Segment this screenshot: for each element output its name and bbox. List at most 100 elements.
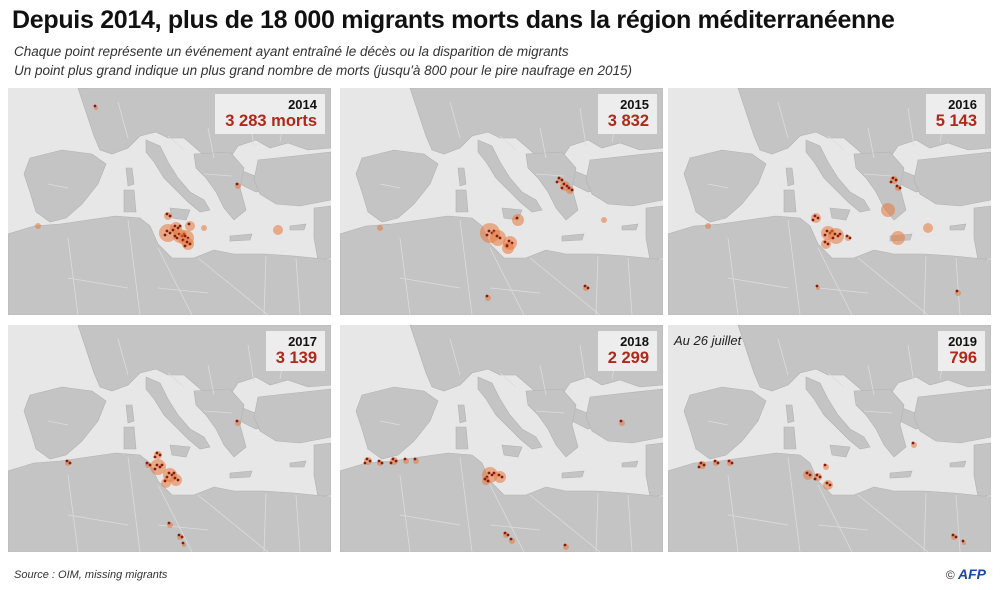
country-border <box>379 183 401 189</box>
map-panel-2018: 2018 2 299 <box>340 325 663 552</box>
land-shape <box>355 149 439 223</box>
country-border <box>459 219 473 315</box>
incident-dot-core <box>727 459 731 463</box>
incident-dot-core <box>487 471 491 475</box>
country-border <box>207 127 215 159</box>
land-shape <box>455 404 469 450</box>
incident-dot <box>201 225 207 231</box>
country-border <box>867 127 875 159</box>
land-shape <box>193 151 247 221</box>
land-shape <box>313 205 331 261</box>
land-shape <box>229 223 307 242</box>
incident-dot-core <box>490 473 494 477</box>
land-shape <box>145 139 211 213</box>
country-border <box>67 514 129 526</box>
incident-dot-core <box>487 229 491 233</box>
subtitle-line-2: Un point plus grand indique un plus gran… <box>14 63 632 78</box>
incident-dot-core <box>500 475 504 479</box>
country-border <box>449 101 461 139</box>
incident-dot <box>150 459 166 475</box>
incident-dot-core <box>163 233 167 237</box>
incident-dot-core <box>188 242 192 246</box>
source-note: Source : OIM, missing migrants <box>14 569 168 581</box>
country-border <box>827 135 845 151</box>
incident-dot-core <box>828 483 832 487</box>
year-badge: 2019 796 <box>938 331 985 371</box>
incident-dot-core <box>697 465 701 469</box>
incident-dot <box>828 228 844 244</box>
incident-dot-core <box>555 180 559 184</box>
land-shape <box>783 167 797 213</box>
incident-dot-core <box>811 218 815 222</box>
land-shape <box>169 207 191 221</box>
incident-dot-core <box>818 475 822 479</box>
incident-dot <box>803 470 813 480</box>
incident-dot-core <box>391 457 395 461</box>
country-border <box>67 237 79 315</box>
incident-dot-core <box>485 294 489 298</box>
incident-dot-core <box>515 216 519 220</box>
incident-dot-core <box>894 178 898 182</box>
country-border <box>489 287 541 294</box>
incident-dot-core <box>183 234 187 238</box>
land-shape <box>340 452 663 552</box>
incident-dot <box>923 223 933 233</box>
incident-dot-core <box>891 176 895 180</box>
incident-dot-core <box>567 186 571 190</box>
incident-dot-core <box>563 543 567 547</box>
country-border <box>203 410 233 414</box>
land-shape <box>340 215 663 315</box>
country-border <box>157 524 209 531</box>
incident-dot <box>811 213 821 223</box>
incident-dot <box>502 242 514 254</box>
mediterranean-map <box>8 325 331 552</box>
incident-dot-core <box>961 539 965 543</box>
country-border <box>47 420 69 426</box>
incident-dot-core <box>702 463 706 467</box>
land-shape <box>477 376 543 450</box>
incident-dot-core <box>565 184 569 188</box>
country-border <box>535 410 565 414</box>
incident-dot-core <box>503 531 507 535</box>
country-border <box>197 257 269 315</box>
incident-dot-core <box>158 453 162 457</box>
incident-dot-core <box>951 533 955 537</box>
incident-dot-core <box>380 461 384 465</box>
incident-dot-core <box>498 236 502 240</box>
incident-dot-core <box>165 229 169 233</box>
incident-dot-core <box>831 236 835 240</box>
land-shape <box>585 388 663 444</box>
incident-dot-core <box>173 476 177 480</box>
land-shape <box>561 223 639 242</box>
land-shape <box>145 376 211 450</box>
incident-dot-core <box>145 461 149 465</box>
country-border <box>499 372 517 388</box>
incident-dot <box>170 222 182 234</box>
incident-dot-core <box>173 234 177 238</box>
country-border <box>399 277 461 289</box>
map-panel-2014: 2014 3 283 morts <box>8 88 331 315</box>
country-border <box>399 474 411 552</box>
land-shape <box>645 205 663 261</box>
country-border <box>47 183 69 189</box>
incident-dot-core <box>838 232 842 236</box>
incident-dot-core <box>507 239 511 243</box>
incident-dot-core <box>176 478 180 482</box>
year-badge: 2018 2 299 <box>597 331 657 371</box>
incident-dot-core <box>557 176 561 180</box>
incident-dot-core <box>560 186 564 190</box>
country-border <box>295 257 301 315</box>
country-border <box>67 474 79 552</box>
incident-dot-core <box>836 234 840 238</box>
country-border <box>67 277 129 289</box>
year-badge: 2016 5 143 <box>925 94 985 134</box>
incident-dot-core <box>497 473 501 477</box>
incident-dot-core <box>363 461 367 465</box>
incident-dot-core <box>954 535 958 539</box>
land-shape <box>683 386 767 460</box>
country-border <box>489 247 525 315</box>
year-badge: 2014 3 283 morts <box>215 94 325 134</box>
incident-dot-core <box>486 479 490 483</box>
incident-dot-core <box>848 236 852 240</box>
incident-dot <box>273 225 283 235</box>
